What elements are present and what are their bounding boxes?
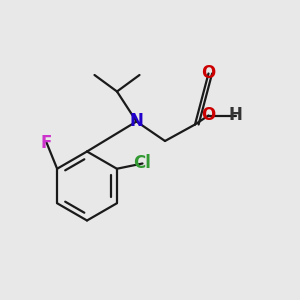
Text: F: F (41, 134, 52, 152)
Text: O: O (201, 106, 216, 124)
Text: H: H (229, 106, 242, 124)
Text: N: N (130, 112, 143, 130)
Text: Cl: Cl (134, 154, 152, 172)
Text: O: O (201, 64, 216, 82)
